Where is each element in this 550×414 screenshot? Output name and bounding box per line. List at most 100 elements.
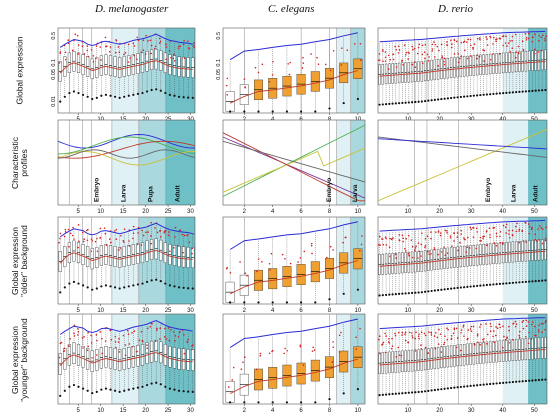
outlier-dot [128,343,131,345]
min-dot [381,393,384,396]
min-dot [446,97,449,100]
outlier-dot [114,335,117,338]
min-dot [285,301,288,304]
min-dot [502,381,505,384]
outlier-dot [297,261,299,263]
min-dot [59,291,62,294]
min-dot [86,286,89,289]
outlier-dot [446,338,449,341]
min-dot [515,281,518,284]
outlier-dot [518,241,521,244]
outlier-dot [411,332,413,334]
outlier-dot [140,331,143,333]
min-dot [456,286,459,289]
outlier-dot [149,326,152,328]
outlier-dot [424,245,427,247]
outlier-dot [122,239,125,242]
y-tick-label: 0.1 [51,59,57,67]
outlier-dot [441,55,443,57]
outlier-dot [381,238,384,241]
median-line [229,260,359,295]
outlier-dot [430,334,433,336]
outlier-dot [453,240,455,242]
outlier-dot [135,350,138,353]
outlier-dot [142,49,145,51]
outlier-dot [137,232,139,234]
min-dot [118,96,121,99]
outlier-dot [411,335,414,337]
x-tick-label: 10 [97,209,104,215]
outlier-dot [469,38,472,41]
outlier-dot [168,231,170,233]
y-tick-label: 0.01 [51,96,57,107]
outlier-dot [412,48,414,51]
outlier-dot [414,66,417,68]
outlier-dot [65,58,67,61]
outlier-dot [123,228,126,230]
min-dot [427,290,430,293]
outlier-dot [136,243,139,246]
outlier-dot [446,41,448,43]
min-dot [356,388,359,391]
outlier-dot [115,51,117,54]
outlier-dot [76,34,79,37]
outlier-dot [174,226,177,229]
x-tick-label: 10 [355,308,362,314]
outlier-dot [413,47,416,50]
outlier-dot [404,247,406,250]
min-dot [164,385,167,388]
outlier-dot [486,44,489,46]
outlier-dot [483,338,485,340]
outlier-dot [495,40,497,43]
outlier-dot [254,66,257,69]
outlier-dot [104,340,107,342]
outlier-dot [183,234,186,237]
outlier-dot [426,53,429,56]
outlier-dot [163,230,166,232]
min-dot [544,279,547,282]
min-dot [257,401,260,404]
x-tick-label: 5 [77,408,81,414]
min-dot [243,401,246,404]
outlier-dot [467,329,470,331]
outlier-dot [261,63,264,66]
outlier-dot [493,330,495,332]
outlier-dot [420,344,422,346]
min-dot [424,290,427,293]
min-dot [472,285,475,288]
outlier-dot [416,52,419,55]
min-dot [453,287,456,290]
outlier-dot [281,253,284,256]
outlier-dot [68,345,70,348]
x-tick-label: 40 [499,209,506,215]
min-dot [132,93,135,96]
min-dot [159,280,162,283]
outlier-dot [518,228,521,231]
outlier-dot [434,56,436,58]
min-dot [427,389,430,392]
outlier-dot [104,232,107,235]
outlier-dot [430,253,432,255]
min-dot [314,401,317,404]
min-dot [113,95,117,98]
median-line [379,250,546,267]
min-dot [164,282,167,285]
outlier-dot [453,39,456,42]
outlier-dot [127,43,130,46]
min-dot [123,95,126,98]
outlier-dot [424,57,426,60]
outlier-dot [83,53,86,55]
outlier-dot [430,237,432,240]
outlier-dot [444,229,447,232]
max-line [229,318,359,349]
outlier-dot [118,351,121,353]
outlier-dot [418,250,421,253]
outlier-dot [466,246,469,249]
min-dot [95,390,98,393]
outlier-dot [284,257,286,260]
outlier-dot [424,246,426,249]
outlier-dot [498,52,501,55]
min-dot [100,94,103,97]
outlier-dot [434,231,437,233]
min-dot [191,96,194,99]
